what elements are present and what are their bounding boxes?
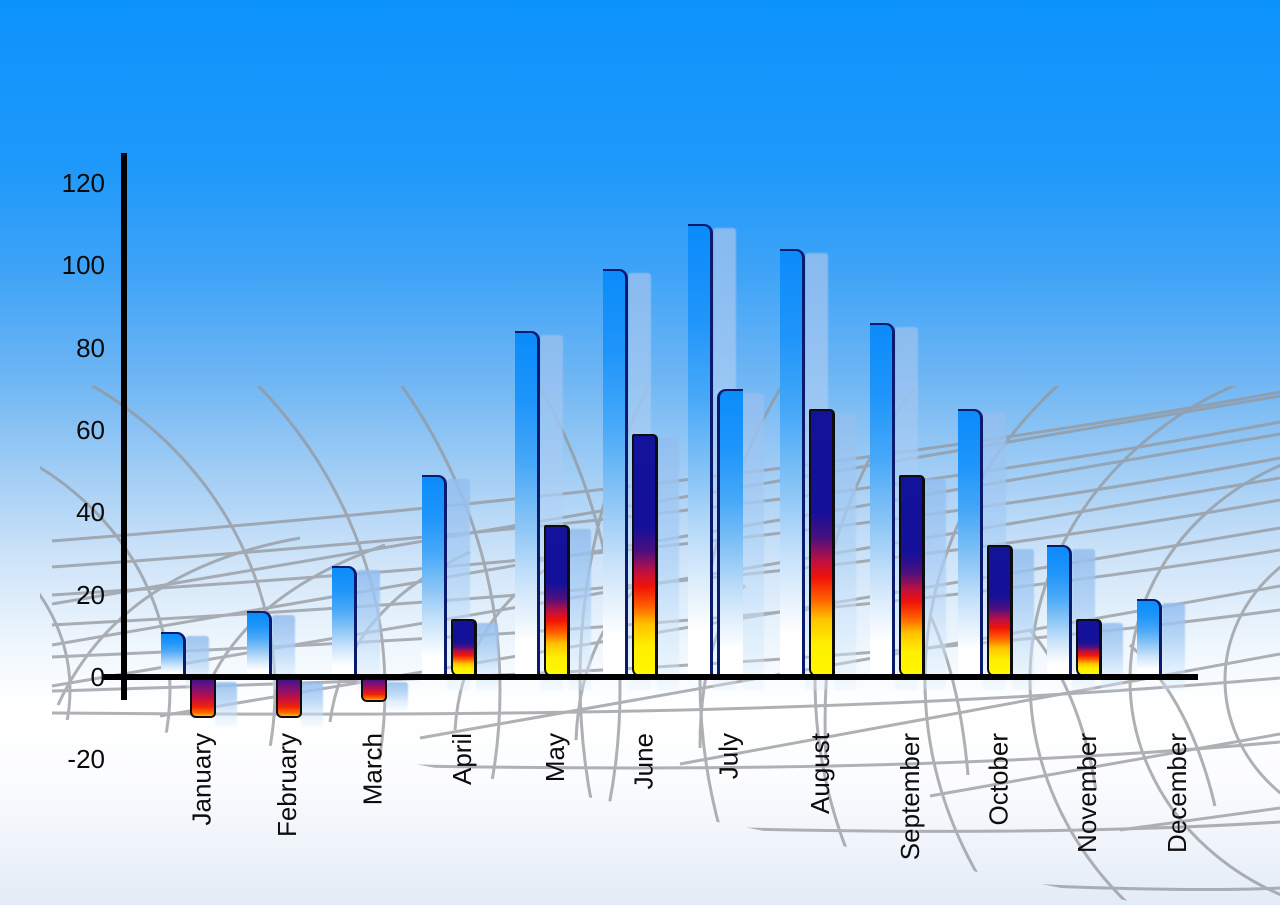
bar-shadow-july-second <box>742 392 764 690</box>
x-label-april: April <box>447 733 477 786</box>
bar-shadow-march-second <box>386 682 408 710</box>
bar-june-blue <box>603 269 628 677</box>
y-tick-40: 40 <box>76 497 105 528</box>
bar-shadow-february-blue <box>272 615 295 690</box>
y-tick-120: 120 <box>61 167 105 198</box>
x-label-february: February <box>272 733 302 838</box>
bar-february-second <box>276 677 302 719</box>
x-label-october: October <box>983 733 1013 826</box>
x-label-may: May <box>540 733 570 783</box>
y-tick--20: -20 <box>67 744 105 775</box>
bar-shadow-march-blue <box>357 569 380 690</box>
x-label-june: June <box>628 733 658 790</box>
x-label-september: September <box>895 733 925 861</box>
y-tick-60: 60 <box>76 414 105 445</box>
bar-august-blue <box>780 248 805 677</box>
bar-shadow-june-second <box>657 438 679 690</box>
bar-october-blue <box>958 409 983 677</box>
x-label-march: March <box>357 733 387 806</box>
y-tick-100: 100 <box>61 250 105 281</box>
x-label-july: July <box>713 733 743 780</box>
y-tick-20: 20 <box>76 579 105 610</box>
bar-shadow-january-second <box>215 682 237 727</box>
bar-march-blue <box>332 565 357 677</box>
bar-january-second <box>190 677 216 719</box>
bar-shadow-october-second <box>1012 549 1034 690</box>
bar-shadow-august-second <box>834 413 856 690</box>
bar-november-blue <box>1047 545 1072 677</box>
x-label-january: January <box>186 733 216 826</box>
bar-september-blue <box>870 322 895 677</box>
y-tick-80: 80 <box>76 332 105 363</box>
x-axis <box>103 674 1198 680</box>
bar-shadow-november-second <box>1101 623 1123 690</box>
bar-september-second <box>899 475 925 677</box>
bar-december-blue <box>1137 598 1162 677</box>
x-label-december: December <box>1162 733 1192 853</box>
y-tick-0: 0 <box>90 662 105 692</box>
bar-may-blue <box>515 331 540 677</box>
x-label-november: November <box>1072 733 1102 853</box>
y-axis <box>121 153 127 700</box>
bar-shadow-december-blue <box>1162 602 1185 690</box>
bar-shadow-september-second <box>924 479 946 690</box>
bar-july-second <box>717 388 743 677</box>
bar-shadow-february-second <box>301 682 323 727</box>
bar-april-second <box>451 619 477 677</box>
bar-january-blue <box>161 631 186 677</box>
bar-shadow-april-second <box>476 623 498 690</box>
bar-april-blue <box>422 475 447 677</box>
bar-march-second <box>361 677 387 702</box>
bar-may-second <box>544 524 570 677</box>
bar-july-blue <box>688 224 713 677</box>
x-label-august: August <box>805 733 835 814</box>
bar-june-second <box>632 434 658 677</box>
bar-shadow-may-second <box>569 528 591 690</box>
bar-february-blue <box>247 611 272 677</box>
